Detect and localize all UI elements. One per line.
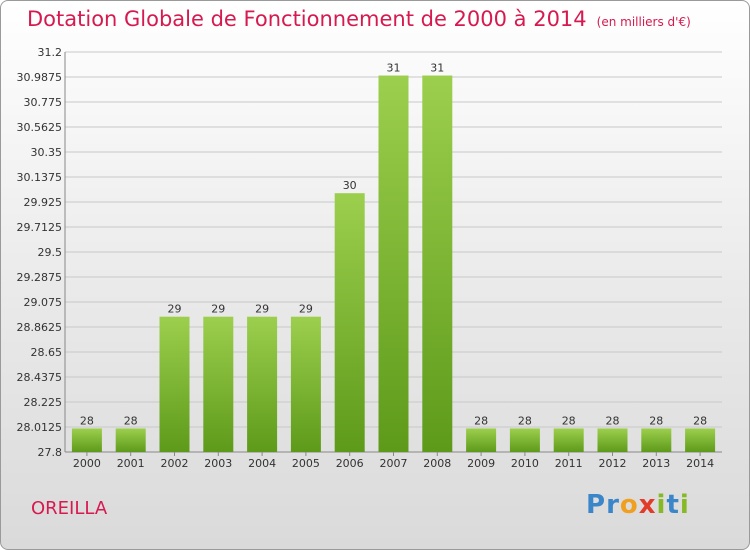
x-tick-label: 2001 [117,457,145,470]
y-tick-label: 27.8 [38,446,63,459]
y-tick-label: 30.775 [24,96,63,109]
logo-letter: o [619,490,639,520]
y-tick-label: 29.7125 [17,221,63,234]
bar [422,75,453,452]
x-tick-label: 2007 [380,457,408,470]
y-tick-label: 28.225 [24,396,63,409]
x-tick-label: 2006 [336,457,364,470]
x-tick-label: 2011 [555,457,583,470]
y-tick-label: 29.925 [24,196,63,209]
bar [378,75,409,452]
logo-letter: r [606,490,620,520]
bar-value-label: 28 [562,414,576,427]
x-tick-label: 2000 [73,457,101,470]
x-tick-label: 2009 [467,457,495,470]
bar-value-label: 28 [124,414,138,427]
chart-title-text: Dotation Globale de Fonctionnement de 20… [27,7,587,31]
bar [597,428,628,452]
bar-value-label: 28 [80,414,94,427]
bar-value-label: 28 [474,414,488,427]
bar [247,316,278,452]
bar [466,428,497,452]
y-tick-label: 30.9875 [17,71,63,84]
bar [685,428,716,452]
x-tick-label: 2013 [642,457,670,470]
bar [115,428,146,452]
commune-name: OREILLA [31,498,108,519]
bar-value-label: 31 [387,62,401,75]
bar-value-label: 29 [211,303,225,316]
x-tick-label: 2012 [599,457,627,470]
bar [290,316,321,452]
y-tick-label: 28.65 [31,346,63,359]
bar-value-label: 28 [606,414,620,427]
logo-letter: i [656,490,667,520]
y-tick-label: 30.35 [31,146,63,159]
x-tick-label: 2008 [423,457,451,470]
bar-value-label: 28 [693,414,707,427]
y-tick-label: 28.4375 [17,371,63,384]
bar [553,428,584,452]
bar [509,428,540,452]
bar [203,316,234,452]
logo-letter: P [586,490,607,520]
y-tick-label: 31.2 [38,46,63,59]
bar-value-label: 29 [255,303,269,316]
bar-value-label: 30 [343,179,357,192]
logo-letter: i [679,490,690,520]
x-tick-label: 2010 [511,457,539,470]
bar-value-label: 28 [649,414,663,427]
y-tick-label: 30.1375 [17,171,63,184]
logo-letter: t [666,490,680,520]
bar [334,193,365,453]
x-tick-label: 2014 [686,457,714,470]
chart-title: Dotation Globale de Fonctionnement de 20… [27,7,691,31]
bar [71,428,102,452]
x-tick-label: 2004 [248,457,276,470]
bar [641,428,672,452]
x-tick-label: 2003 [204,457,232,470]
bar-value-label: 29 [168,303,182,316]
y-tick-label: 28.0125 [17,421,63,434]
x-tick-label: 2005 [292,457,320,470]
y-tick-label: 29.075 [24,296,63,309]
y-tick-label: 29.5 [38,246,63,259]
bar-value-label: 28 [518,414,532,427]
y-tick-label: 29.2875 [17,271,63,284]
bar-value-label: 31 [430,62,444,75]
chart-subtitle: (en milliers d'€) [596,15,691,29]
x-tick-label: 2002 [161,457,189,470]
bar-value-label: 29 [299,303,313,316]
bar [159,316,190,452]
logo-letter: x [638,490,657,520]
y-tick-label: 28.8625 [17,321,63,334]
proxiti-logo: Proxiti [586,490,690,520]
y-tick-label: 30.5625 [17,121,63,134]
